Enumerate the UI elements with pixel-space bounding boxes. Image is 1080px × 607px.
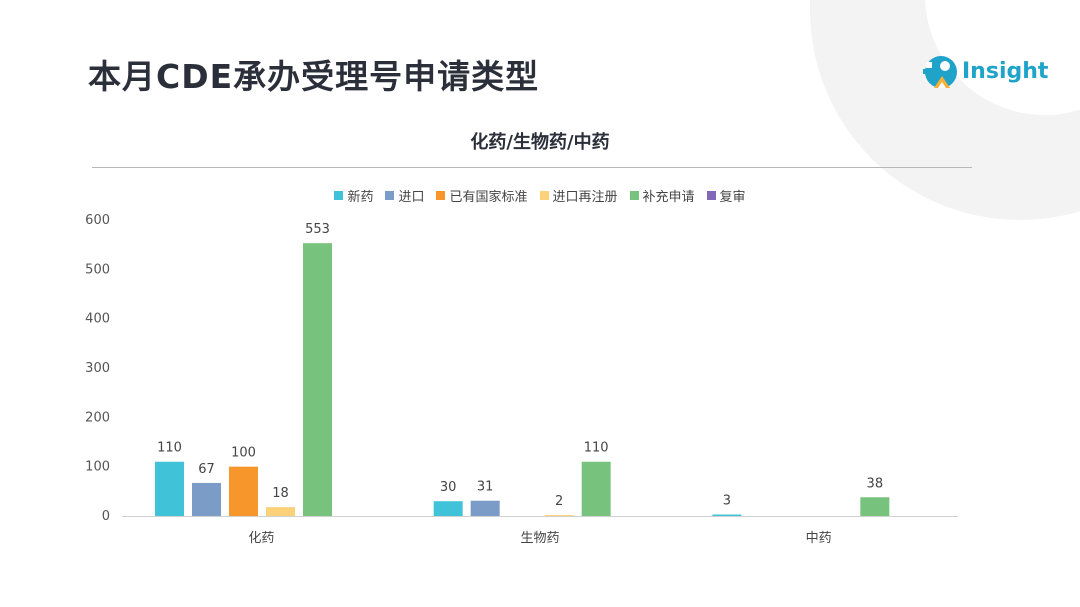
insight-logo: Insight bbox=[920, 52, 1050, 92]
bar-1-0 bbox=[433, 501, 463, 516]
legend-swatch bbox=[539, 191, 549, 200]
legend-item-3: 进口再注册 bbox=[539, 186, 618, 205]
legend-label: 进口再注册 bbox=[552, 190, 618, 205]
bar-0-2 bbox=[229, 466, 258, 516]
legend-label: 复审 bbox=[719, 190, 746, 205]
legend-swatch bbox=[334, 191, 344, 200]
data-label: 67 bbox=[198, 462, 215, 477]
x-tick-label: 化药 bbox=[248, 531, 274, 546]
bar-1-3 bbox=[544, 515, 574, 516]
bar-0-4 bbox=[303, 243, 332, 517]
data-label: 30 bbox=[440, 480, 457, 495]
data-label: 31 bbox=[477, 480, 494, 495]
data-label: 110 bbox=[584, 441, 609, 456]
y-tick-label: 200 bbox=[85, 410, 110, 425]
chart-legend: 新药 进口 已有国家标准 进口再注册 补充申请 复审 bbox=[0, 186, 1080, 205]
data-label: 100 bbox=[231, 446, 256, 461]
bar-1-1 bbox=[470, 500, 500, 516]
legend-swatch bbox=[629, 191, 639, 200]
data-label: 3 bbox=[723, 494, 731, 509]
bar-0-0 bbox=[155, 461, 184, 516]
y-tick-label: 400 bbox=[85, 312, 110, 327]
bar-2-4 bbox=[860, 497, 890, 516]
legend-label: 新药 bbox=[347, 190, 374, 205]
legend-swatch bbox=[706, 191, 716, 200]
bar-2-0 bbox=[712, 514, 742, 516]
legend-label: 补充申请 bbox=[642, 190, 695, 205]
chart-title: 化药/生物药/中药 bbox=[470, 132, 610, 153]
page-title: 本月CDE承办受理号申请类型 bbox=[88, 57, 540, 96]
data-label: 18 bbox=[272, 486, 289, 501]
legend-item-0: 新药 bbox=[334, 186, 373, 205]
data-label: 553 bbox=[305, 222, 330, 237]
bar-0-3 bbox=[266, 507, 295, 516]
y-tick-label: 300 bbox=[85, 361, 110, 376]
legend-item-2: 已有国家标准 bbox=[436, 186, 528, 205]
legend-label: 进口 bbox=[398, 190, 425, 205]
title-divider bbox=[92, 167, 972, 168]
insight-logo-icon bbox=[923, 56, 957, 88]
bar-0-1 bbox=[192, 482, 221, 516]
insight-logo-text: Insight bbox=[962, 59, 1049, 84]
legend-item-4: 补充申请 bbox=[629, 186, 695, 205]
x-tick-label: 生物药 bbox=[520, 531, 559, 546]
data-label: 38 bbox=[867, 476, 884, 491]
x-tick-label: 中药 bbox=[806, 531, 832, 546]
legend-item-5: 复审 bbox=[706, 186, 746, 205]
legend-swatch bbox=[436, 191, 446, 200]
y-tick-label: 0 bbox=[102, 509, 110, 524]
y-tick-label: 100 bbox=[85, 460, 110, 475]
data-label: 110 bbox=[157, 441, 182, 456]
y-tick-label: 500 bbox=[85, 262, 110, 277]
legend-swatch bbox=[385, 191, 395, 200]
y-tick-label: 600 bbox=[85, 213, 110, 228]
bar-1-4 bbox=[581, 461, 611, 516]
legend-item-1: 进口 bbox=[385, 186, 424, 205]
legend-label: 已有国家标准 bbox=[449, 190, 528, 205]
data-label: 2 bbox=[555, 494, 563, 509]
